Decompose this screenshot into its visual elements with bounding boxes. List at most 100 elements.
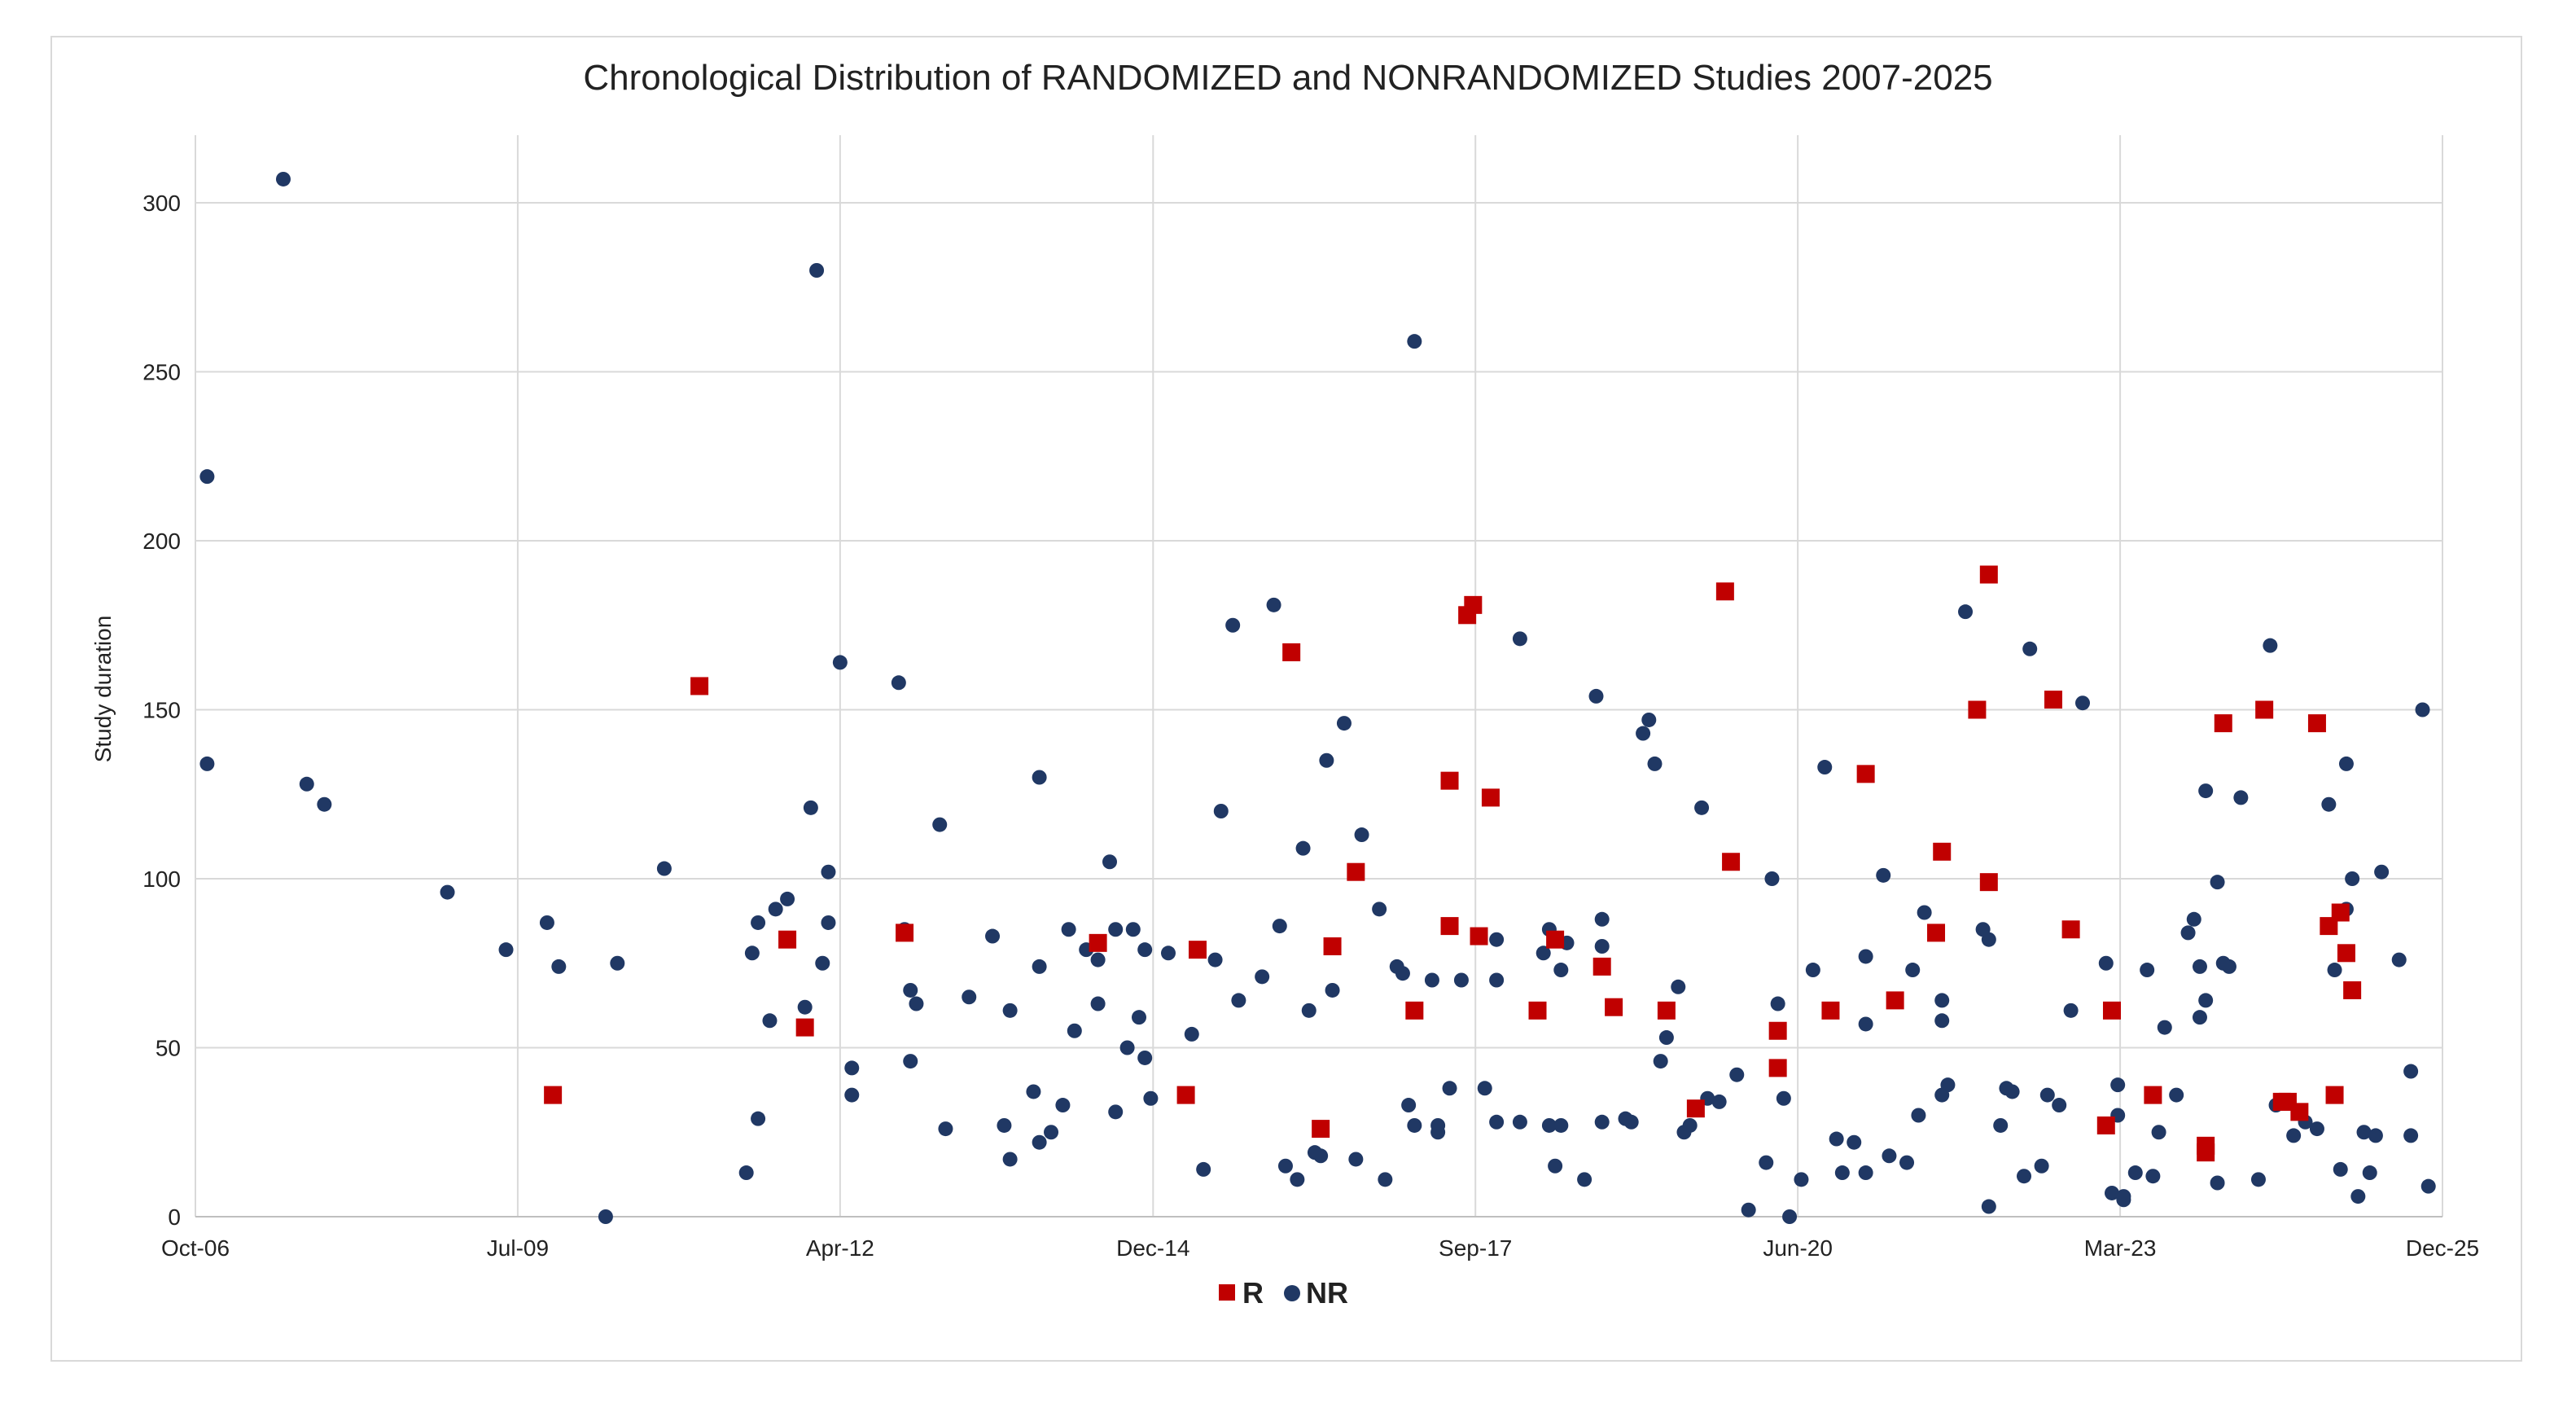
nr-point	[1407, 334, 1422, 349]
x-tick-label: Apr-12	[806, 1235, 874, 1261]
nr-point	[1541, 1117, 1557, 1133]
nr-point	[932, 817, 948, 832]
legend: R NR	[1219, 1276, 1348, 1310]
nr-point	[1536, 946, 1551, 961]
nr-point	[891, 675, 906, 691]
nr-point	[1477, 1081, 1492, 1096]
nr-point	[1658, 1030, 1674, 1046]
nr-point	[909, 996, 924, 1011]
nr-point	[2151, 1125, 2166, 1140]
nr-point	[2169, 1087, 2184, 1103]
nr-point	[1125, 922, 1141, 937]
nr-point	[1858, 949, 1873, 964]
nr-point	[738, 1165, 754, 1181]
nr-point	[2157, 1020, 2172, 1035]
nr-point	[1512, 631, 1527, 647]
x-tick-label: Dec-25	[2406, 1235, 2479, 1261]
nr-point	[938, 1121, 953, 1137]
nr-point	[1090, 996, 1106, 1011]
nr-point	[1055, 1098, 1071, 1113]
nr-point	[1858, 1016, 1873, 1032]
chart-title: Chronological Distribution of RANDOMIZED…	[583, 58, 1992, 98]
r-point	[1470, 927, 1488, 946]
nr-point	[2420, 1178, 2436, 1194]
legend-nr-marker	[1284, 1285, 1300, 1301]
nr-point	[1272, 919, 1287, 934]
nr-point	[1682, 1117, 1698, 1133]
r-point	[778, 930, 797, 949]
nr-point	[1594, 1114, 1610, 1130]
nr-point	[1882, 1148, 1897, 1164]
series-nr-points	[199, 171, 2436, 1224]
nr-point	[1401, 1098, 1417, 1113]
nr-point	[2198, 993, 2214, 1008]
r-point	[2331, 903, 2350, 922]
nr-point	[498, 942, 514, 958]
r-point	[1886, 991, 1904, 1010]
nr-point	[1266, 597, 1281, 612]
nr-point	[1160, 946, 1176, 961]
nr-point	[2333, 1161, 2348, 1177]
nr-point	[1061, 922, 1076, 937]
nr-point	[1026, 1084, 1041, 1099]
nr-point	[1770, 996, 1785, 1011]
nr-point	[1184, 1026, 1199, 1042]
nr-point	[2186, 911, 2201, 927]
nr-point	[1255, 969, 1270, 985]
nr-point	[2327, 963, 2342, 978]
r-point	[2255, 700, 2274, 719]
nr-point	[768, 902, 783, 917]
nr-point	[1430, 1117, 1446, 1133]
nr-point	[2321, 796, 2337, 812]
r-point	[2325, 1086, 2344, 1104]
nr-point	[1313, 1148, 1329, 1164]
nr-point	[1553, 963, 1569, 978]
nr-point	[1489, 1114, 1505, 1130]
nr-point	[2415, 702, 2430, 717]
nr-point	[2192, 1010, 2207, 1025]
nr-point	[2210, 1175, 2225, 1191]
r-point	[1592, 957, 1611, 976]
nr-point	[1694, 800, 1710, 815]
y-axis-label: Study duration	[90, 616, 116, 763]
nr-point	[610, 955, 625, 971]
nr-point	[1759, 1155, 1774, 1170]
nr-point	[2198, 783, 2214, 799]
nr-point	[1131, 1010, 1146, 1025]
nr-point	[2391, 952, 2407, 967]
nr-point	[2017, 1169, 2032, 1184]
nr-point	[1834, 1165, 1850, 1181]
r-point	[1089, 933, 1107, 952]
nr-point	[1729, 1067, 1745, 1082]
r-point	[1323, 937, 1342, 955]
x-tick-label: Jun-20	[1763, 1235, 1833, 1261]
r-point	[2337, 944, 2355, 963]
r-point	[1405, 1001, 1424, 1020]
r-point	[795, 1018, 814, 1037]
nr-point	[1348, 1152, 1364, 1167]
r-point	[1768, 1021, 1787, 1040]
r-point	[1979, 873, 1998, 892]
r-point	[2290, 1103, 2309, 1121]
nr-point	[1032, 1134, 1047, 1150]
nr-point	[1102, 854, 1118, 870]
nr-point	[1512, 1114, 1527, 1130]
y-axis-ticks: 0 50 100 150 200 250 300	[142, 191, 181, 1230]
nr-point	[1981, 932, 1996, 947]
r-point	[1464, 595, 1483, 614]
nr-point	[2110, 1077, 2126, 1093]
y-tick-label: 300	[142, 191, 181, 216]
legend-r-label: R	[1242, 1276, 1264, 1310]
nr-point	[1453, 972, 1469, 988]
nr-point	[1905, 963, 1921, 978]
nr-point	[1899, 1155, 1915, 1170]
nr-point	[440, 884, 455, 900]
nr-point	[2368, 1128, 2383, 1143]
nr-point	[2145, 1169, 2161, 1184]
nr-point	[2362, 1165, 2377, 1181]
nr-point	[1395, 966, 1410, 981]
nr-point	[1407, 1117, 1422, 1133]
nr-point	[1002, 1152, 1018, 1167]
nr-point	[656, 861, 672, 876]
nr-point	[1372, 902, 1387, 917]
